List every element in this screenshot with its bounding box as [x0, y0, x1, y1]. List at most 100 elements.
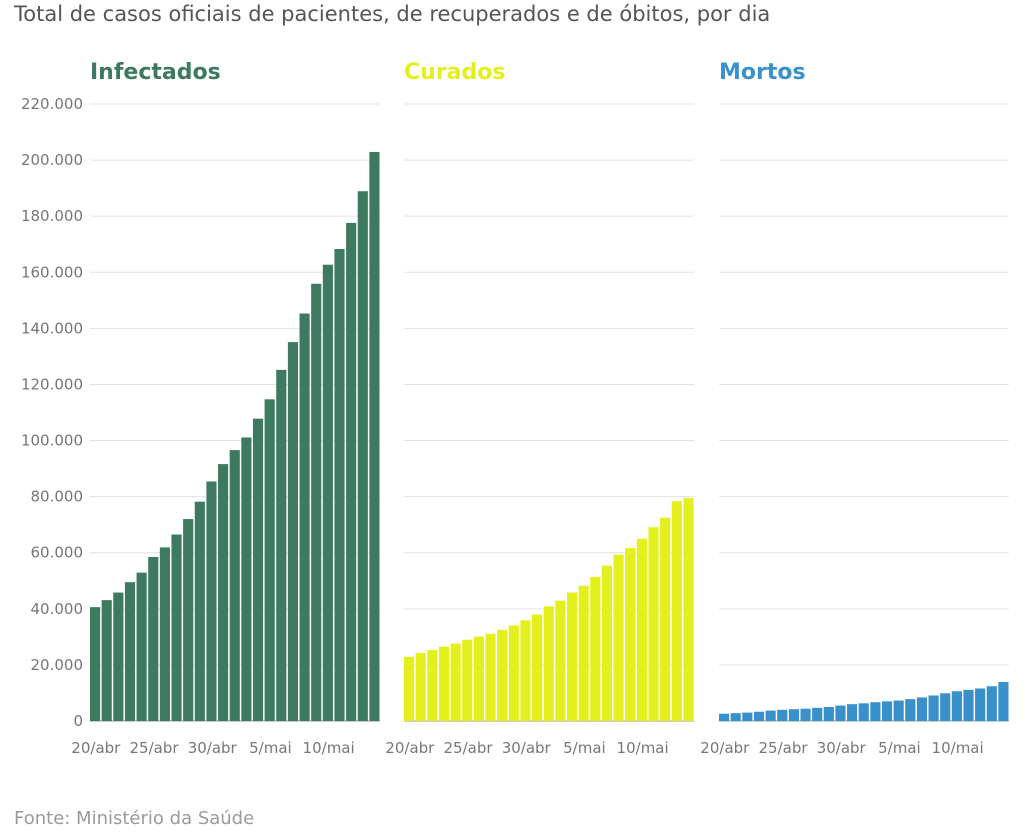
- bar: [90, 607, 101, 721]
- bar: [742, 712, 753, 721]
- x-tick-label: 5/mai: [249, 739, 292, 757]
- x-tick-label: 20/abr: [71, 739, 121, 757]
- bar: [543, 606, 554, 721]
- bar: [730, 713, 741, 721]
- bar: [171, 534, 182, 721]
- panel-infectados: Infectados 20/abr 25/abr 30/abr 5/mai 10/mai: [71, 60, 380, 757]
- bar: [590, 576, 601, 721]
- y-tick-label: 100.000: [21, 432, 83, 450]
- bar: [928, 695, 939, 721]
- bar: [835, 705, 846, 721]
- y-tick-label: 80.000: [31, 488, 84, 506]
- bar: [415, 652, 426, 721]
- bar: [683, 498, 694, 721]
- bar: [753, 711, 765, 721]
- bar: [485, 633, 496, 721]
- bar: [148, 556, 159, 721]
- bar: [404, 656, 415, 721]
- bar: [625, 547, 636, 721]
- bar: [660, 517, 671, 721]
- bar: [916, 697, 928, 721]
- bar: [369, 151, 380, 721]
- x-tick-label: 10/mai: [932, 739, 984, 757]
- y-tick-label: 120.000: [21, 375, 83, 393]
- bar: [473, 636, 484, 721]
- y-tick-label: 20.000: [31, 656, 84, 674]
- bar: [940, 693, 951, 721]
- bar: [800, 708, 811, 721]
- x-tick-label: 5/mai: [563, 739, 606, 757]
- bar: [777, 709, 788, 721]
- bar: [636, 538, 647, 721]
- x-tick-label: 25/abr: [444, 739, 494, 757]
- bar: [986, 686, 997, 721]
- y-tick-label: 0: [73, 712, 83, 730]
- x-tick-label: 30/abr: [188, 739, 238, 757]
- bar: [893, 700, 904, 721]
- bar: [905, 699, 916, 721]
- bar: [858, 703, 869, 721]
- bar: [520, 620, 531, 721]
- bar: [847, 704, 858, 721]
- x-tick-label: 20/abr: [700, 739, 750, 757]
- bar: [357, 191, 368, 722]
- bar: [218, 464, 229, 721]
- y-axis-ticks: 0 20.000 40.000 60.000 80.000 100.000 120.000 1…: [21, 95, 83, 730]
- bar: [462, 639, 473, 721]
- bar: [671, 501, 682, 721]
- bar: [648, 527, 659, 721]
- x-tick-label: 20/abr: [385, 739, 435, 757]
- panel-mortos: Mortos 20/abr 25/abr 30/abr 5/mai 10/mai: [700, 60, 1009, 757]
- bar: [194, 501, 205, 721]
- y-tick-label: 160.000: [21, 263, 83, 281]
- bar: [124, 582, 136, 721]
- bar: [765, 710, 776, 721]
- bar: [311, 283, 322, 721]
- bar: [719, 713, 730, 721]
- bar: [532, 614, 543, 721]
- bar: [183, 519, 194, 721]
- bar: [870, 702, 881, 721]
- x-tick-label: 10/mai: [617, 739, 669, 757]
- bar: [276, 369, 287, 721]
- x-tick-label: 10/mai: [303, 739, 355, 757]
- bar: [578, 585, 589, 721]
- bar: [287, 342, 299, 721]
- y-tick-label: 220.000: [21, 95, 83, 113]
- bar: [264, 399, 275, 721]
- bar: [508, 625, 519, 721]
- y-tick-label: 200.000: [21, 151, 83, 169]
- bar: [159, 547, 170, 721]
- bar: [881, 701, 893, 721]
- x-tick-label: 30/abr: [502, 739, 552, 757]
- bar: [322, 264, 333, 721]
- bar: [450, 643, 461, 721]
- x-tick-label: 30/abr: [817, 739, 867, 757]
- bar: [998, 682, 1009, 721]
- bar: [346, 222, 357, 721]
- y-tick-label: 40.000: [31, 600, 84, 618]
- bar: [334, 249, 345, 721]
- bar: [206, 481, 217, 721]
- source-note: Fonte: Ministério da Saúde: [14, 808, 255, 829]
- bar: [427, 650, 438, 721]
- bar: [566, 592, 578, 721]
- x-tick-label: 5/mai: [878, 739, 921, 757]
- bar: [951, 691, 962, 721]
- bar: [555, 600, 566, 721]
- bar: [101, 600, 112, 721]
- panel-title: Mortos: [719, 60, 806, 85]
- bar: [229, 450, 240, 721]
- panel-title: Infectados: [90, 60, 221, 85]
- bar: [601, 565, 613, 721]
- bar: [788, 709, 799, 721]
- panel-curados: Curados 20/abr 25/abr 30/abr 5/mai 10/mai: [385, 60, 694, 757]
- bar: [613, 554, 624, 721]
- bar: [497, 629, 508, 721]
- bar: [812, 707, 823, 721]
- bar: [299, 313, 310, 721]
- y-tick-label: 180.000: [21, 207, 83, 225]
- bar: [963, 689, 974, 721]
- chart-title: Total de casos oficiais de pacientes, de…: [14, 2, 771, 26]
